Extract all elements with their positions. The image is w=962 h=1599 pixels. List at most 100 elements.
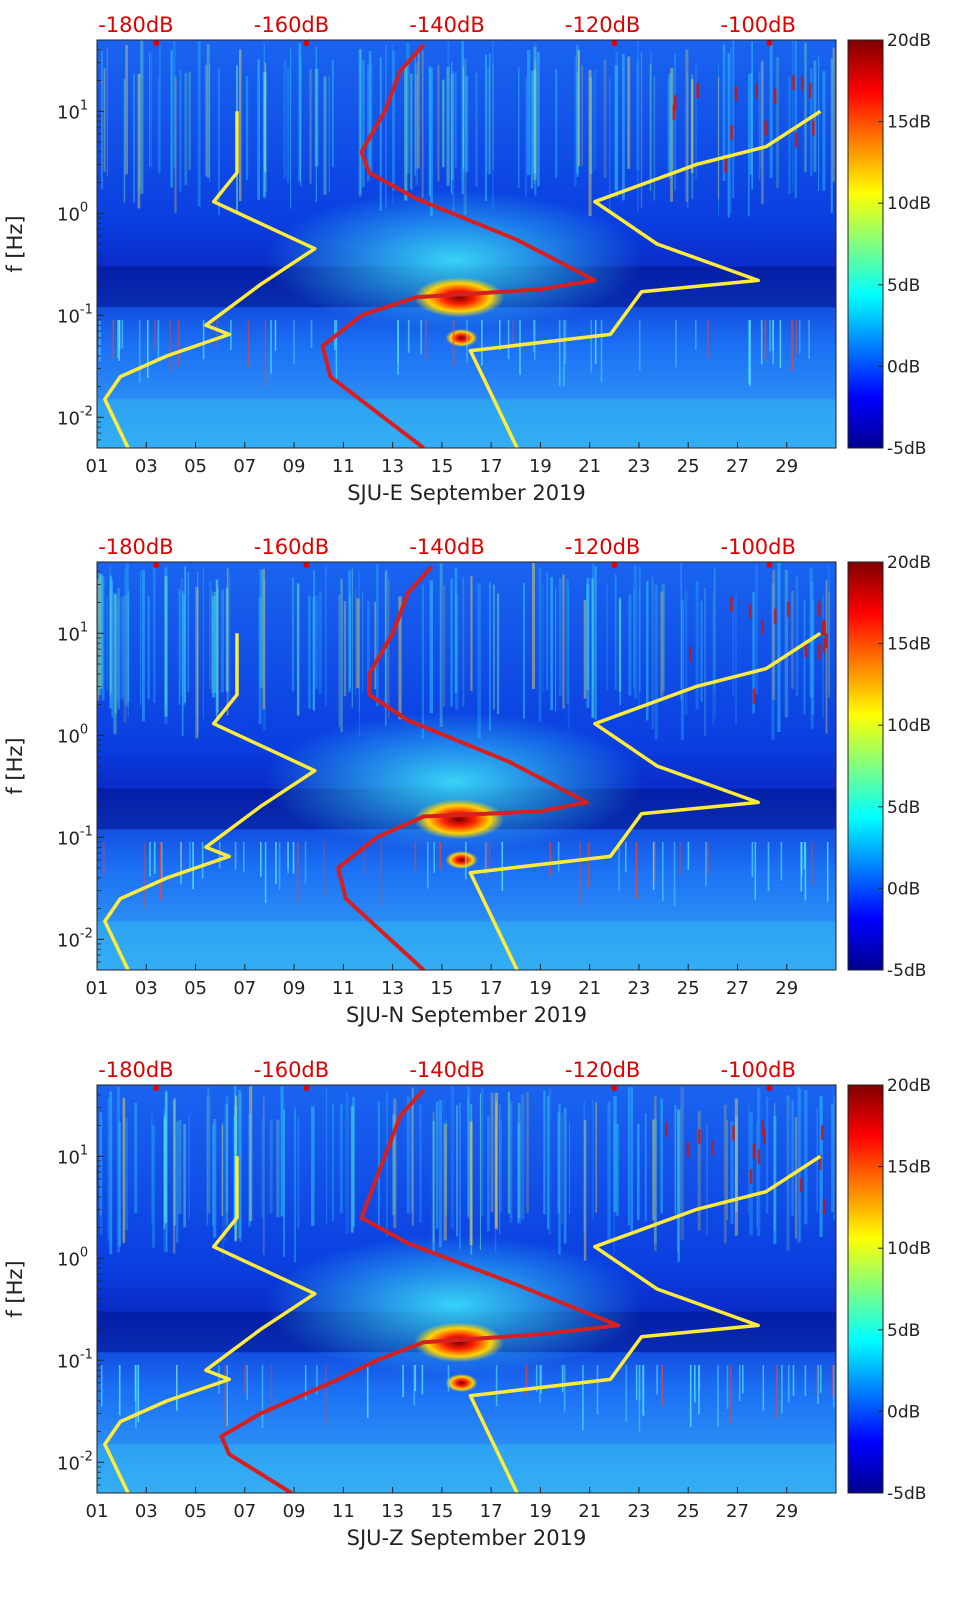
heatmap-streak <box>109 565 112 710</box>
heatmap-streak <box>537 51 540 187</box>
colorbar-tick-label: -5dB <box>887 439 926 459</box>
heatmap-streak <box>764 320 767 361</box>
heatmap-streak <box>410 1100 413 1213</box>
spectrogram-panel-2: 01 03 05 07 09 11 13 15 17 19 21 23 25 27 29 10-2 10-1 10… <box>3 1058 931 1550</box>
heatmap-streak <box>639 566 641 693</box>
x-tick-label: 15 <box>430 978 453 999</box>
x-tick-label: 09 <box>283 1501 306 1522</box>
heatmap-streak <box>133 73 135 204</box>
heatmap-streak <box>779 320 782 368</box>
heatmap-streak <box>530 71 534 189</box>
heatmap-streak <box>153 842 156 874</box>
heatmap-streak <box>808 320 810 359</box>
heatmap-burst <box>711 1140 714 1156</box>
heatmap-streak <box>832 47 835 182</box>
heatmap-streak <box>127 590 130 702</box>
heatmap-burst <box>749 1169 753 1185</box>
heatmap-streak <box>249 1086 253 1221</box>
heatmap-streak <box>706 1123 708 1237</box>
colorbar-tick-label: 10dB <box>887 194 931 214</box>
heatmap-streak <box>609 77 611 211</box>
heatmap-streak <box>495 1365 498 1406</box>
heatmap-burst <box>686 1142 690 1158</box>
x-tick-label: 13 <box>381 456 404 477</box>
heatmap-streak <box>291 577 295 692</box>
heatmap-streak <box>519 320 521 375</box>
heatmap-streak <box>447 41 450 183</box>
heatmap-streak <box>311 1106 315 1226</box>
heatmap-streak <box>549 842 552 876</box>
heatmap-streak <box>467 1086 470 1219</box>
heatmap-streak <box>446 67 450 186</box>
heatmap-streak <box>180 577 184 696</box>
heatmap-streak <box>310 320 313 349</box>
heatmap-streak <box>809 567 813 698</box>
heatmap-streak <box>771 583 775 740</box>
heatmap-streak <box>817 1365 819 1404</box>
heatmap-streak <box>454 567 458 693</box>
heatmap-streak <box>717 1365 719 1427</box>
heatmap-streak <box>226 567 229 716</box>
heatmap-streak <box>462 53 464 180</box>
heatmap-streak <box>781 1365 783 1414</box>
heatmap-streak <box>292 842 295 874</box>
colorbar-tick-label: -5dB <box>887 961 926 981</box>
heatmap-streak <box>691 74 694 200</box>
heatmap-streak <box>567 586 570 729</box>
heatmap-streak <box>283 1102 285 1212</box>
heatmap-streak <box>593 69 597 170</box>
heatmap-streak <box>748 320 750 384</box>
heatmap-streak <box>234 842 237 870</box>
heatmap-streak <box>368 51 372 176</box>
heatmap-streak <box>694 1365 696 1403</box>
heatmap-streak <box>542 583 544 694</box>
db-scale-label: -180dB <box>98 13 173 37</box>
heatmap-streak <box>188 1114 190 1219</box>
heatmap-streak <box>99 1112 102 1216</box>
heatmap-streak <box>625 1365 628 1422</box>
heatmap-streak <box>517 1103 521 1219</box>
heatmap-streak <box>450 1086 455 1229</box>
heatmap-streak <box>484 54 487 201</box>
heatmap-streak <box>563 1365 566 1412</box>
heatmap-streak <box>101 51 103 189</box>
heatmap-streak <box>202 320 205 360</box>
heatmap-streak <box>404 64 408 201</box>
heatmap-streak <box>625 842 627 872</box>
heatmap-streak <box>211 596 216 698</box>
psd-curves <box>103 43 822 448</box>
heatmap-streak <box>462 577 465 707</box>
heatmap-streak <box>300 57 302 187</box>
heatmap-streak <box>546 1095 549 1230</box>
heatmap-burst <box>825 633 828 649</box>
heatmap-streak <box>828 565 830 693</box>
heatmap-streak <box>406 1096 411 1214</box>
heatmap-streak <box>792 40 794 192</box>
heatmap-streak <box>137 73 141 209</box>
heatmap-streak <box>638 1365 641 1432</box>
heatmap-streak <box>339 1103 343 1214</box>
heatmap-streak <box>576 72 579 177</box>
x-tick-label: 15 <box>430 1501 453 1522</box>
heatmap-burst <box>730 125 733 140</box>
heatmap-streak <box>103 68 106 172</box>
heatmap-streak <box>195 586 199 739</box>
db-scale-label: -100dB <box>721 535 796 559</box>
heatmap-streak <box>497 593 500 715</box>
colorbar-tick-label: 20dB <box>887 553 931 573</box>
heatmap-streak <box>766 1096 769 1214</box>
x-tick-label: 23 <box>627 1501 650 1522</box>
heatmap-streak <box>479 1093 481 1250</box>
heatmap-streak <box>216 320 218 350</box>
heatmap-streak <box>99 574 103 689</box>
heatmap-streak <box>442 79 445 168</box>
heatmap-streak <box>323 76 327 195</box>
heatmap-streak <box>543 1090 546 1215</box>
heatmap-streak <box>225 587 229 692</box>
heatmap-streak <box>796 1086 801 1243</box>
heatmap-streak <box>224 1104 226 1242</box>
heatmap-streak <box>734 594 737 725</box>
heatmap-streak <box>160 842 162 901</box>
heatmap-streak <box>392 50 395 191</box>
heatmap-streak <box>803 842 806 870</box>
